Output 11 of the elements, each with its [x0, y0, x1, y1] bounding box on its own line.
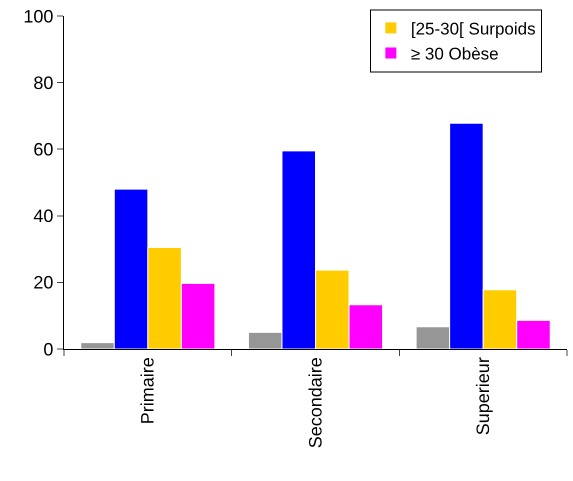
y-tick-label: 20	[33, 272, 54, 293]
x-tick-label: Superieur	[473, 357, 494, 436]
y-tick-label: 100	[23, 6, 54, 26]
x-tick-label: Primaire	[138, 357, 158, 424]
y-tick-label: 60	[33, 140, 54, 160]
y-tick-label: 40	[33, 206, 54, 226]
y-tick-label: 80	[33, 72, 54, 93]
y-tick-label: 0	[43, 339, 54, 360]
x-tick-label: Secondaire	[305, 357, 326, 448]
legend-label: ≥ 30 Obèse	[410, 44, 499, 64]
legend-label: [25-30[ Surpoids	[410, 20, 536, 39]
